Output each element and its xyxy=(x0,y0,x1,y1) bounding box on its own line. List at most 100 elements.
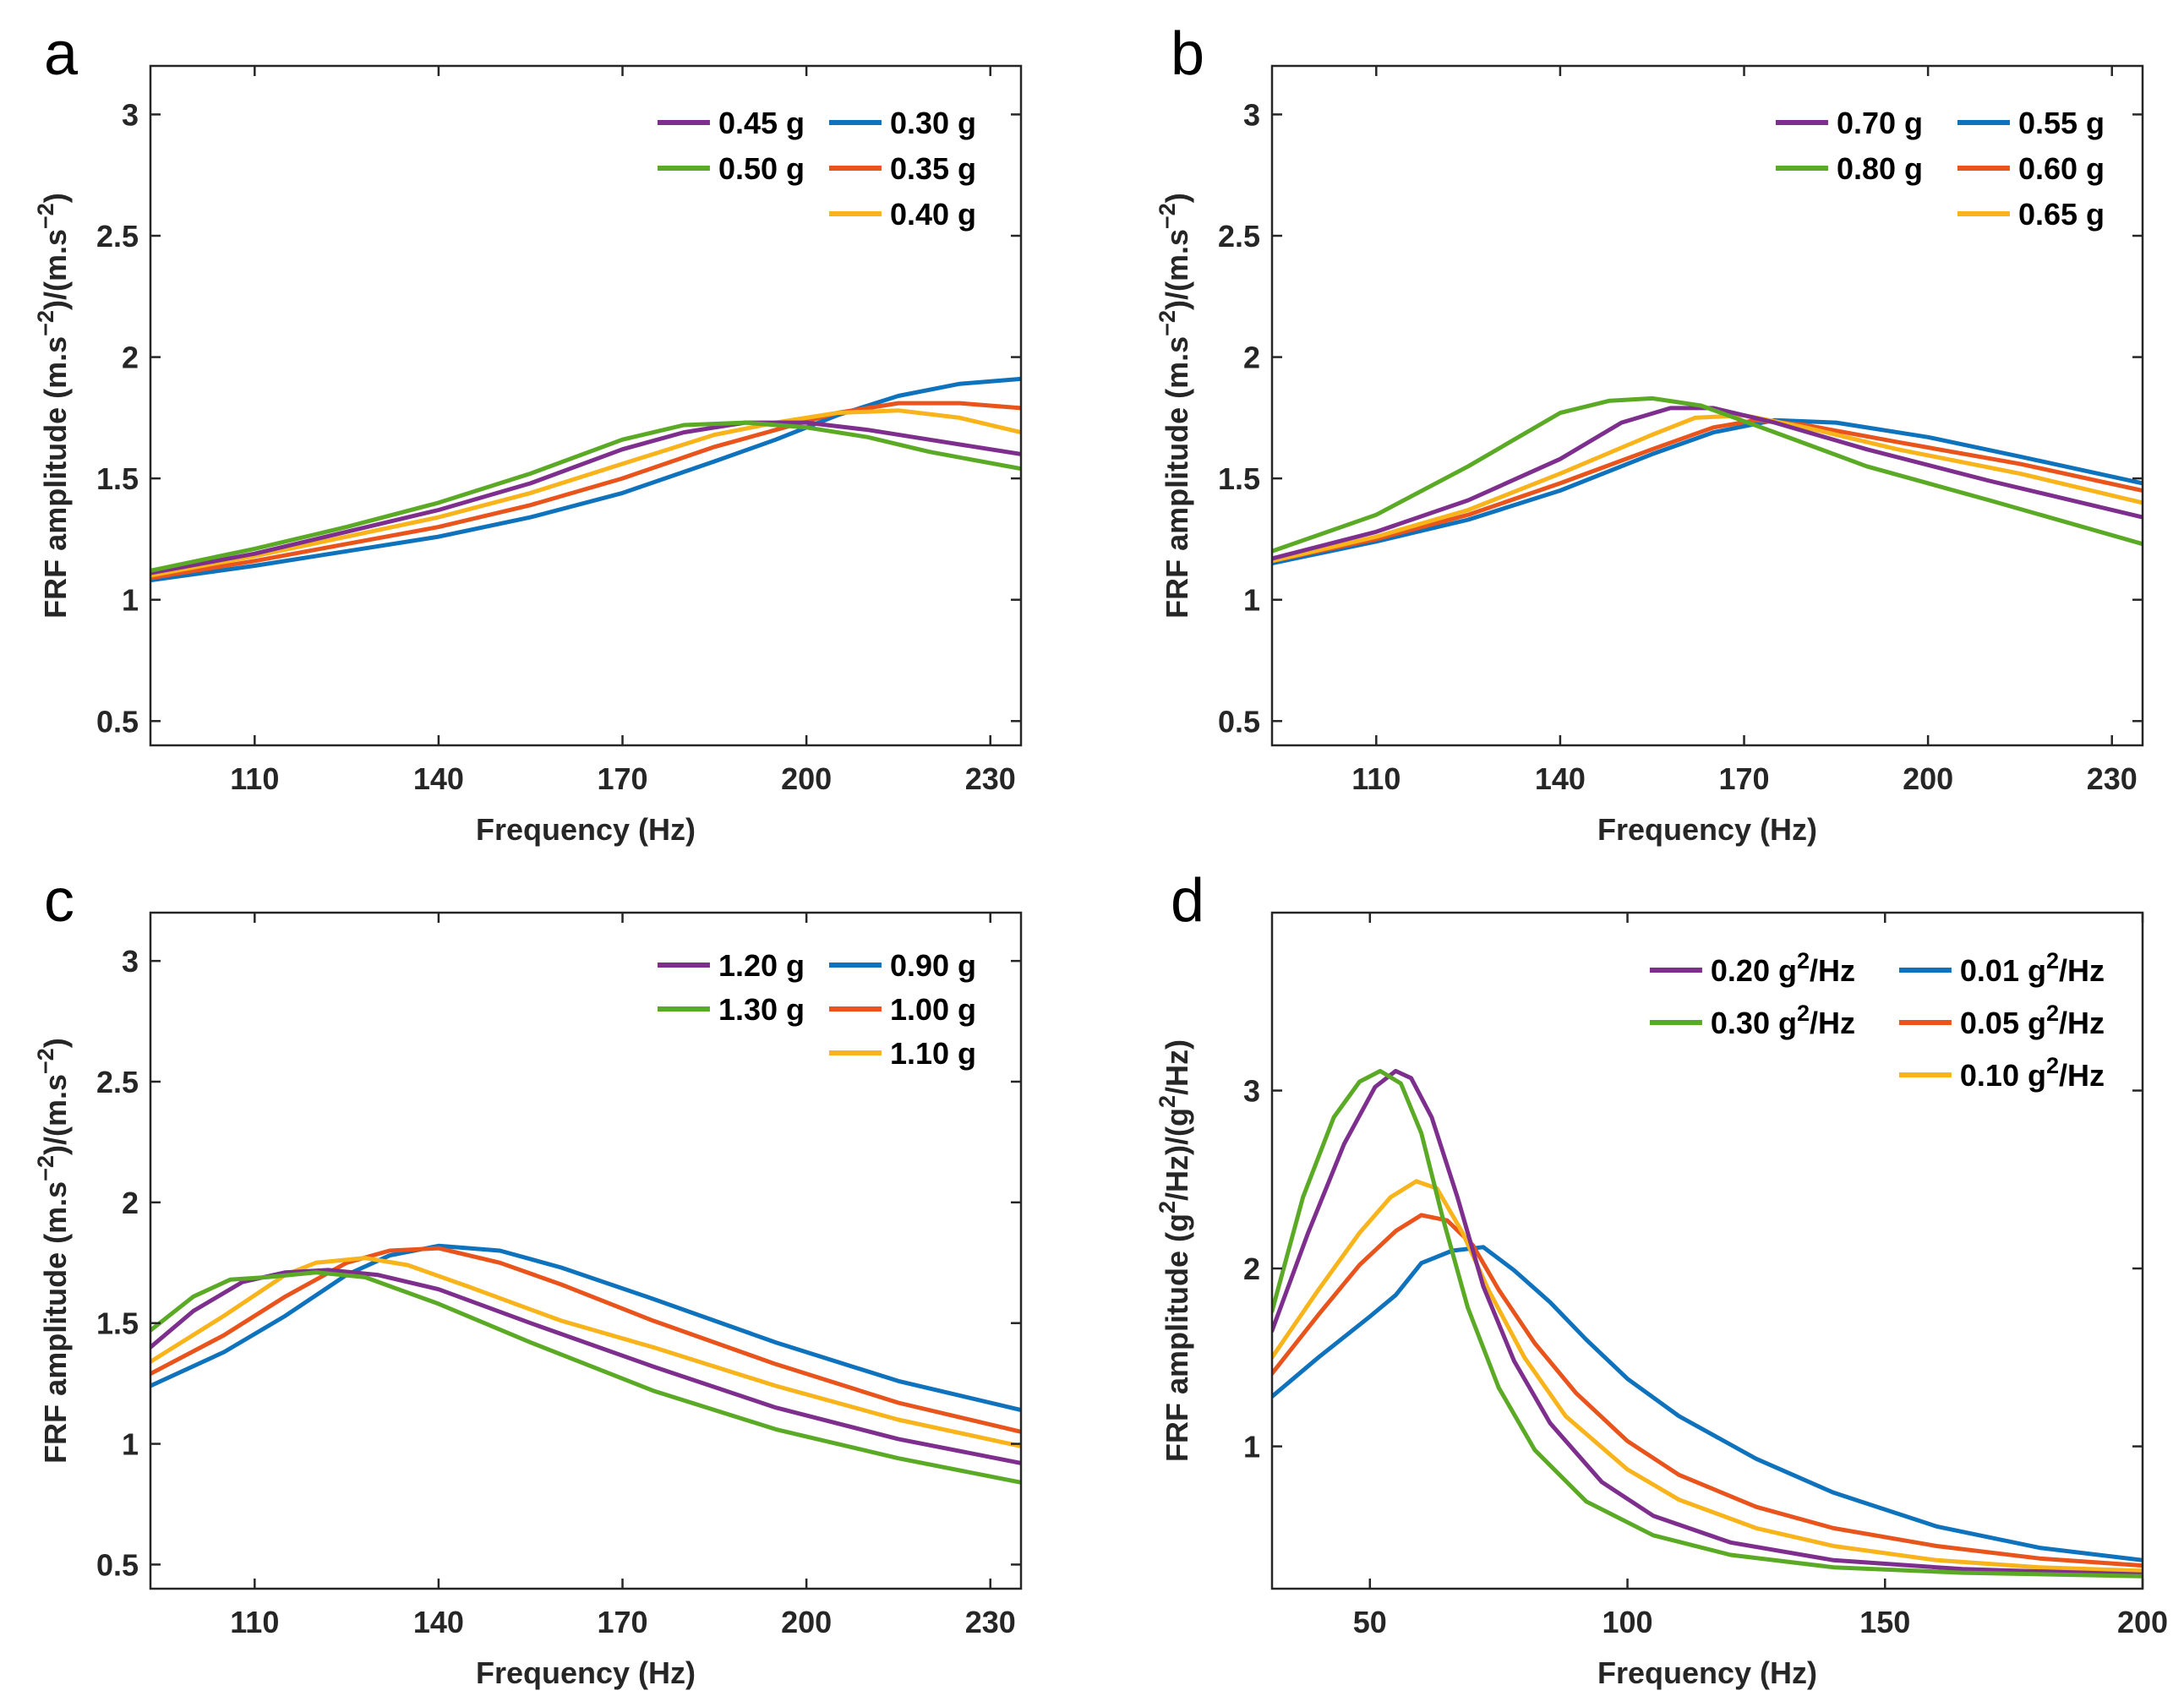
y-tick-label: 1 xyxy=(1243,583,1260,618)
legend-label: 0.80 g xyxy=(1837,151,1923,186)
x-tick-label: 140 xyxy=(1535,761,1586,796)
x-tick-label: 170 xyxy=(1718,761,1769,796)
legend-label: 0.60 g xyxy=(2018,151,2105,186)
series-line-0-70-g xyxy=(1272,406,2143,561)
x-tick-label: 100 xyxy=(1602,1605,1652,1639)
x-tick-label: 200 xyxy=(2117,1605,2168,1639)
x-tick-label: 150 xyxy=(1859,1605,1910,1639)
x-tick-label: 110 xyxy=(1351,761,1400,796)
x-tick-label: 200 xyxy=(1903,761,1953,796)
series-line-0-50-g xyxy=(150,420,1021,573)
axes-box xyxy=(1270,64,2144,747)
x-tick-label: 110 xyxy=(230,1605,279,1639)
legend: 1.20 g 1.30 g 0.90 g 1.00 g 1.10 g xyxy=(657,948,976,1071)
legend-label: 0.50 g xyxy=(718,151,805,186)
series-line-0-55-g xyxy=(1272,417,2143,566)
legend-label: 1.00 g xyxy=(890,992,976,1027)
legend-label: 1.10 g xyxy=(890,1036,976,1071)
axes-box xyxy=(149,911,1023,1590)
legend-label: 0.20 g2/Hz xyxy=(1711,948,1855,988)
y-tick-label: 3 xyxy=(1243,97,1260,132)
x-axis-label: Frequency (Hz) xyxy=(1597,1655,1817,1690)
series-line-0-60-g xyxy=(1272,417,2143,564)
panel-letter: c xyxy=(44,867,74,935)
series-line-0-05-g-Hz xyxy=(1272,1213,2143,1568)
x-tick-label: 140 xyxy=(413,1605,464,1639)
y-tick-label: 2.5 xyxy=(96,219,139,254)
x-tick-label: 110 xyxy=(230,761,279,796)
panel-d: 50 100 150 200 1 2 3 Frequency (Hz) FRF amplitud… xyxy=(1155,867,2168,1690)
y-tick-label: 3 xyxy=(122,944,139,979)
x-axis-label: Frequency (Hz) xyxy=(1597,812,1817,847)
legend-label: 0.65 g xyxy=(2018,197,2105,232)
series-line-0-30-g xyxy=(150,376,1021,583)
y-tick-label: 1 xyxy=(122,1427,139,1462)
x-tick-label: 170 xyxy=(597,1605,647,1639)
y-axis-label: FRF amplitude (m.s−2)/(m.s−2) xyxy=(33,1038,73,1464)
x-tick-label: 200 xyxy=(781,761,832,796)
legend-label: 0.01 g2/Hz xyxy=(1960,948,2105,988)
series-line-0-80-g xyxy=(1272,395,2143,554)
legend: 0.45 g 0.50 g 0.30 g 0.35 g 0.40 g xyxy=(657,106,976,232)
legend-label: 0.40 g xyxy=(890,197,976,232)
panel-b: 110 140 170 200 230 0.5 1 1.5 2 2.5 3 Frequency (Hz… xyxy=(1155,20,2144,847)
series-line-1-20-g xyxy=(150,1268,1021,1465)
legend-label: 0.55 g xyxy=(2018,106,2105,140)
x-tick-label: 200 xyxy=(781,1605,832,1639)
y-tick-label: 3 xyxy=(122,97,139,132)
axes-box xyxy=(149,64,1023,747)
y-tick-label: 1 xyxy=(1243,1430,1260,1464)
axes-box xyxy=(1270,911,2144,1590)
series-line-0-10-g-Hz xyxy=(1272,1179,2143,1573)
x-tick-label: 140 xyxy=(413,761,464,796)
series-line-1-30-g xyxy=(150,1270,1021,1485)
legend: 0.20 g2/Hz 0.30 g2/Hz 0.01 g2/Hz 0.05 g2/Hz… xyxy=(1649,948,2105,1093)
x-tick-label: 230 xyxy=(2087,761,2138,796)
y-tick-label: 0.5 xyxy=(1218,704,1260,739)
legend-label: 0.35 g xyxy=(890,151,976,186)
y-axis-label: FRF amplitude (m.s−2)/(m.s−2) xyxy=(33,193,73,619)
panel-letter: a xyxy=(44,20,79,88)
y-tick-label: 2.5 xyxy=(96,1065,139,1099)
panel-a: 110 140 170 200 230 0.5 1 1.5 2 2.5 3 Frequency (Hz… xyxy=(33,20,1023,847)
y-tick-label: 0.5 xyxy=(96,704,139,739)
panel-c: 110 140 170 200 230 0.5 1 1.5 2 2.5 3 Frequency (Hz… xyxy=(33,867,1023,1690)
y-axis-label: FRF amplitude (m.s−2)/(m.s−2) xyxy=(1155,193,1194,619)
y-tick-label: 1 xyxy=(122,583,139,618)
series-line-1-00-g xyxy=(150,1246,1021,1434)
x-tick-label: 170 xyxy=(597,761,647,796)
y-tick-label: 2 xyxy=(1243,341,1260,375)
y-tick-label: 2.5 xyxy=(1218,219,1260,254)
legend-label: 1.20 g xyxy=(718,948,805,983)
legend-label: 0.70 g xyxy=(1837,106,1923,140)
y-tick-label: 1.5 xyxy=(96,461,139,496)
y-tick-label: 0.5 xyxy=(96,1547,139,1582)
series-line-1-10-g xyxy=(150,1256,1021,1448)
x-axis-label: Frequency (Hz) xyxy=(476,1655,696,1690)
legend-label: 0.90 g xyxy=(890,948,976,983)
x-tick-label: 50 xyxy=(1353,1605,1387,1639)
panel-letter: b xyxy=(1171,20,1204,88)
y-tick-label: 3 xyxy=(1243,1074,1260,1109)
series-line-0-35-g xyxy=(150,401,1021,581)
series-line-0-40-g xyxy=(150,408,1021,578)
series-line-0-01-g-Hz xyxy=(1272,1245,2143,1562)
x-tick-label: 230 xyxy=(965,761,1016,796)
series-line-0-20-g-Hz xyxy=(1272,1068,2143,1577)
legend-label: 1.30 g xyxy=(718,992,805,1027)
y-tick-label: 1.5 xyxy=(96,1306,139,1341)
x-tick-label: 230 xyxy=(965,1605,1016,1639)
x-axis-label: Frequency (Hz) xyxy=(476,812,696,847)
legend-label: 0.30 g xyxy=(890,106,976,140)
series-line-0-30-g-Hz xyxy=(1272,1068,2143,1579)
legend: 0.70 g 0.80 g 0.55 g 0.60 g 0.65 g xyxy=(1775,106,2105,232)
y-tick-label: 1.5 xyxy=(1218,461,1260,496)
series-line-0-65-g xyxy=(1272,413,2143,564)
y-tick-label: 2 xyxy=(1243,1252,1260,1286)
y-tick-label: 2 xyxy=(122,1186,139,1220)
y-axis-label: FRF amplitude (g2/Hz)/(g2/Hz) xyxy=(1155,1039,1194,1462)
legend-label: 0.10 g2/Hz xyxy=(1960,1053,2105,1093)
series-line-0-90-g xyxy=(150,1243,1021,1413)
legend-label: 0.45 g xyxy=(718,106,805,140)
